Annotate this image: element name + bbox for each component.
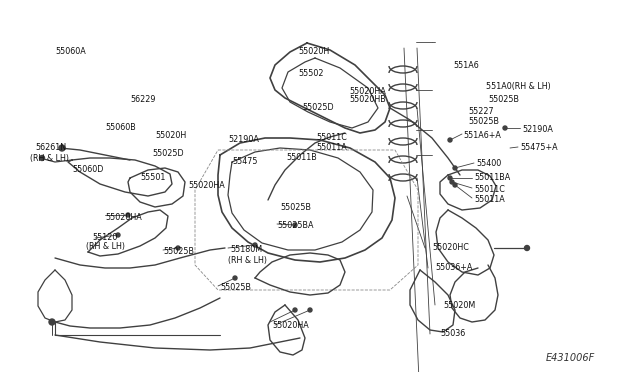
- Circle shape: [40, 155, 45, 160]
- Text: 55025B: 55025B: [220, 283, 251, 292]
- Circle shape: [503, 126, 507, 130]
- Text: 55400: 55400: [476, 160, 501, 169]
- Circle shape: [308, 308, 312, 312]
- Circle shape: [293, 308, 297, 312]
- Text: 55025B: 55025B: [280, 202, 311, 212]
- Text: 55475+A: 55475+A: [520, 142, 557, 151]
- Text: 55020M: 55020M: [443, 301, 476, 310]
- Text: 55025B: 55025B: [163, 247, 194, 257]
- Text: 55020H: 55020H: [298, 46, 329, 55]
- Text: 56229: 56229: [130, 94, 156, 103]
- Circle shape: [253, 243, 257, 247]
- Circle shape: [176, 246, 180, 250]
- Circle shape: [453, 166, 457, 170]
- Text: (RH & LH): (RH & LH): [86, 243, 125, 251]
- Text: 55475: 55475: [232, 157, 257, 167]
- Text: 55501: 55501: [140, 173, 165, 182]
- Circle shape: [448, 138, 452, 142]
- Text: (RH & LH): (RH & LH): [30, 154, 69, 163]
- Circle shape: [233, 276, 237, 280]
- Text: 55036+A: 55036+A: [435, 263, 472, 273]
- Text: 55227: 55227: [468, 106, 493, 115]
- Text: 55011A: 55011A: [474, 196, 505, 205]
- Text: 551A6+A: 551A6+A: [463, 131, 501, 140]
- Text: 55020HA: 55020HA: [188, 182, 225, 190]
- Text: 55020H: 55020H: [155, 131, 186, 141]
- Text: 52190A: 52190A: [522, 125, 553, 134]
- Text: 55020HC: 55020HC: [432, 244, 469, 253]
- Text: 55060B: 55060B: [105, 124, 136, 132]
- Text: 55502: 55502: [298, 68, 323, 77]
- Text: 55011C: 55011C: [316, 134, 347, 142]
- Text: 55060A: 55060A: [55, 46, 86, 55]
- Text: 55011C: 55011C: [474, 185, 505, 193]
- Text: 55011A: 55011A: [316, 142, 347, 151]
- Text: 55025D: 55025D: [302, 103, 333, 112]
- Text: 55011B: 55011B: [286, 154, 317, 163]
- Circle shape: [116, 233, 120, 237]
- Text: 55020HA: 55020HA: [272, 321, 308, 330]
- Circle shape: [49, 319, 55, 325]
- Text: 56261N: 56261N: [35, 144, 66, 153]
- Text: 55120: 55120: [92, 232, 117, 241]
- Text: 55020HA: 55020HA: [105, 214, 141, 222]
- Text: (RH & LH): (RH & LH): [228, 256, 267, 264]
- Circle shape: [453, 183, 457, 187]
- Text: 55020HA: 55020HA: [349, 87, 386, 96]
- Text: 55025B: 55025B: [468, 116, 499, 125]
- Text: 55036: 55036: [440, 330, 465, 339]
- Text: 55025D: 55025D: [152, 148, 184, 157]
- Circle shape: [293, 223, 297, 227]
- Text: 55025BA: 55025BA: [277, 221, 314, 231]
- Text: 55180M: 55180M: [230, 246, 262, 254]
- Circle shape: [450, 180, 454, 184]
- Text: 55020HB: 55020HB: [349, 96, 386, 105]
- Text: 52190A: 52190A: [228, 135, 259, 144]
- Text: 551A6: 551A6: [453, 61, 479, 71]
- Circle shape: [448, 176, 452, 180]
- Text: 551A0(RH & LH): 551A0(RH & LH): [486, 83, 551, 92]
- Text: 55060D: 55060D: [72, 166, 104, 174]
- Circle shape: [126, 213, 130, 217]
- Text: 55025B: 55025B: [488, 96, 519, 105]
- Circle shape: [59, 145, 65, 151]
- Text: 55011BA: 55011BA: [474, 173, 510, 183]
- Text: E431006F: E431006F: [546, 353, 595, 363]
- Circle shape: [525, 246, 529, 250]
